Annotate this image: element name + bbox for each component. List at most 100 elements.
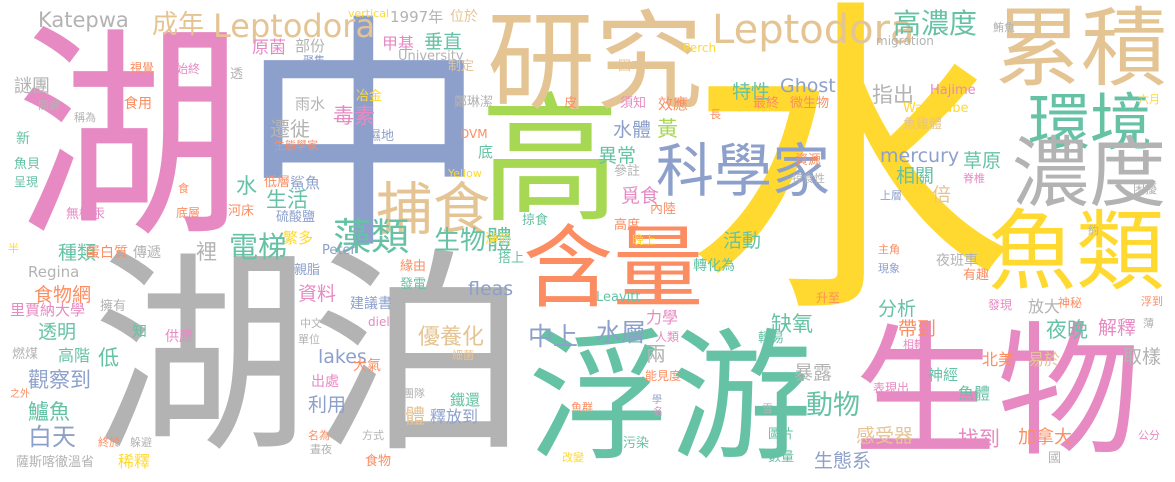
cloud-word: 半	[8, 242, 19, 255]
cloud-word: 燃煤	[12, 347, 39, 362]
cloud-word: 釋放到	[430, 407, 479, 426]
cloud-word: 升至	[816, 291, 841, 305]
cloud-word: 草原	[963, 150, 1002, 172]
cloud-word: 薄	[1143, 317, 1154, 330]
cloud-word: 環境	[1028, 86, 1153, 159]
cloud-word: 最終	[753, 96, 780, 111]
cloud-word: 冶金	[356, 89, 383, 104]
cloud-word: DVM	[460, 127, 488, 141]
cloud-word: 晚上	[632, 233, 657, 247]
cloud-word: 魚類	[988, 200, 1165, 303]
cloud-word: 約	[1088, 224, 1099, 237]
cloud-word: 感受器	[856, 425, 914, 447]
cloud-word: 食	[178, 182, 189, 195]
cloud-word: 效應	[658, 95, 689, 113]
cloud-word: 六月	[1138, 93, 1160, 106]
cloud-word: Leavitt	[596, 290, 641, 305]
cloud-word: 制定	[448, 59, 475, 74]
cloud-word: Leptodora	[712, 7, 915, 53]
cloud-word: 高濃度	[893, 7, 978, 40]
cloud-word: 暴露	[794, 362, 833, 384]
cloud-word: 鮪魚	[993, 21, 1015, 34]
cloud-word: 生物體	[434, 226, 513, 256]
cloud-word: 有趣	[963, 268, 990, 283]
cloud-word: Peter	[322, 243, 356, 258]
cloud-word: 主角	[878, 243, 900, 256]
cloud-word: 公分	[1138, 429, 1160, 442]
cloud-word: 緣由	[400, 259, 427, 274]
cloud-word: 名為	[308, 429, 330, 442]
cloud-word: 相較	[903, 338, 925, 351]
cloud-word: 固中	[618, 59, 645, 74]
cloud-word: 湖泊	[92, 230, 528, 482]
cloud-word: 中	[240, 0, 488, 283]
cloud-word: 漣漪	[485, 232, 512, 247]
cloud-word: 生活	[266, 188, 308, 212]
cloud-word: 魚體	[958, 384, 991, 403]
cloud-word: 黃	[657, 117, 678, 141]
cloud-word: 位於	[450, 9, 478, 25]
cloud-word: 生態學家	[274, 139, 318, 152]
cloud-word: 兩	[646, 342, 666, 366]
cloud-word: 白天	[28, 423, 76, 451]
cloud-word: 優養化	[418, 325, 485, 350]
cloud-word: Leptodora	[213, 7, 376, 45]
cloud-word: 帶到	[898, 318, 937, 340]
cloud-word: 繁多	[283, 229, 314, 247]
cloud-word: 國	[1048, 451, 1062, 466]
cloud-word: 方式	[362, 429, 384, 442]
cloud-word: 動物	[806, 390, 860, 421]
cloud-word: 鐵還	[450, 391, 481, 409]
cloud-word: 微生物	[790, 96, 830, 111]
cloud-word: 活動	[723, 230, 762, 252]
cloud-word: 掠食	[522, 213, 549, 228]
cloud-word: 低	[98, 346, 119, 370]
cloud-word: Watanabe	[903, 101, 969, 116]
cloud-word: 指出	[872, 83, 914, 107]
cloud-word: 單位	[298, 333, 320, 346]
cloud-word: 水層	[596, 318, 647, 347]
cloud-word: 鯊魚	[290, 174, 321, 192]
cloud-word: 神經	[928, 366, 959, 384]
cloud-word: 傳遞	[133, 245, 161, 261]
cloud-word: 蛋白質	[86, 245, 128, 261]
cloud-word: 取樣	[1123, 346, 1162, 368]
cloud-word: 覓食	[621, 185, 660, 207]
cloud-word: 搭上	[498, 251, 525, 266]
cloud-word: 發現	[988, 298, 1013, 312]
cloud-word: 湖	[15, 3, 243, 269]
cloud-word: diel	[368, 315, 390, 329]
cloud-word: 部份	[295, 37, 326, 55]
cloud-word: 資源	[795, 153, 822, 168]
cloud-word: 魚貝	[14, 157, 41, 172]
cloud-word: 鏈	[280, 290, 296, 308]
cloud-word: 關鍵	[38, 99, 60, 112]
cloud-word: 食用	[124, 96, 152, 112]
cloud-word: 脊椎	[963, 172, 985, 185]
cloud-word: 河床	[228, 204, 255, 219]
cloud-word: 食物網	[34, 284, 92, 306]
cloud-word: 聚集	[303, 54, 325, 67]
cloud-word: 利用	[308, 394, 347, 416]
cloud-word: 現象	[878, 262, 900, 275]
cloud-word: 觀察到	[28, 368, 91, 392]
cloud-word: 改變	[562, 451, 584, 464]
cloud-word: 相關	[896, 165, 935, 187]
cloud-word: 原菌	[252, 38, 286, 58]
cloud-word: 透	[230, 67, 244, 82]
cloud-word: 魚雞體	[903, 117, 943, 132]
cloud-word: 鄭琳潔	[454, 95, 494, 110]
cloud-word: 人類	[655, 330, 680, 344]
cloud-word: 電梯	[229, 230, 288, 264]
cloud-word: 參註	[614, 164, 641, 179]
cloud-word: 科學家	[656, 137, 831, 205]
cloud-word: 資料	[298, 283, 337, 305]
cloud-word: 稱為	[74, 111, 96, 124]
cloud-word: 中上	[528, 322, 579, 351]
cloud-word: 終於	[98, 436, 120, 449]
cloud-word: 晝夜	[310, 443, 332, 456]
cloud-word: 食物	[365, 454, 392, 469]
cloud-word: 魚群	[571, 401, 593, 414]
cloud-word: 污染	[623, 436, 650, 451]
